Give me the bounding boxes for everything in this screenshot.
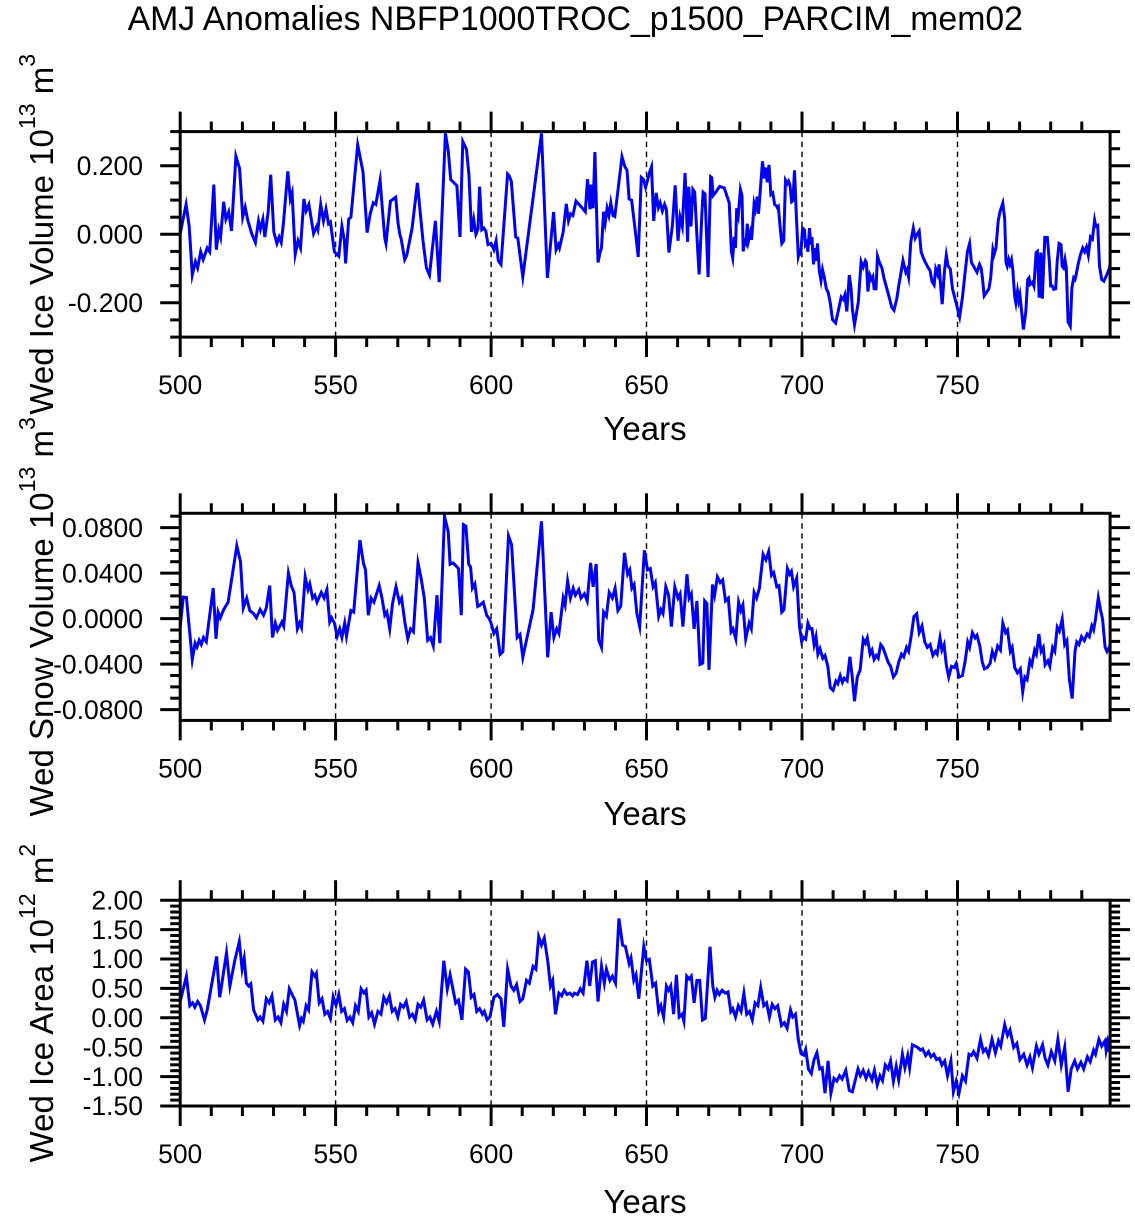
svg-text:550: 550 <box>313 753 357 783</box>
svg-text:550: 550 <box>313 370 357 400</box>
svg-text:600: 600 <box>469 753 513 783</box>
svg-text:0.50: 0.50 <box>91 974 143 1004</box>
svg-text:-0.0800: -0.0800 <box>53 695 143 725</box>
svg-text:700: 700 <box>780 370 824 400</box>
svg-text:-0.0400: -0.0400 <box>53 649 143 679</box>
svg-text:Years: Years <box>603 1183 686 1217</box>
svg-text:650: 650 <box>624 370 668 400</box>
svg-text:650: 650 <box>624 1139 668 1169</box>
svg-text:550: 550 <box>313 1139 357 1169</box>
svg-text:-1.00: -1.00 <box>83 1062 143 1092</box>
svg-text:500: 500 <box>158 370 202 400</box>
svg-text:-1.50: -1.50 <box>83 1091 143 1121</box>
svg-text:600: 600 <box>469 1139 513 1169</box>
svg-text:-0.200: -0.200 <box>68 288 143 318</box>
svg-text:750: 750 <box>935 753 979 783</box>
svg-text:1.50: 1.50 <box>91 915 143 945</box>
svg-text:Years: Years <box>603 795 686 832</box>
svg-text:AMJ Anomalies NBFP1000TROC_p15: AMJ Anomalies NBFP1000TROC_p1500_PARCIM_… <box>128 0 1023 38</box>
svg-text:2.00: 2.00 <box>91 885 143 915</box>
svg-text:750: 750 <box>935 1139 979 1169</box>
svg-text:-0.50: -0.50 <box>83 1032 143 1062</box>
svg-text:500: 500 <box>158 753 202 783</box>
svg-text:0.200: 0.200 <box>77 151 143 181</box>
svg-text:750: 750 <box>935 370 979 400</box>
svg-text:500: 500 <box>158 1139 202 1169</box>
svg-text:0.0400: 0.0400 <box>62 558 143 588</box>
svg-text:650: 650 <box>624 753 668 783</box>
svg-text:Years: Years <box>603 410 686 447</box>
svg-text:0.000: 0.000 <box>77 220 143 250</box>
svg-text:0.0000: 0.0000 <box>62 604 143 634</box>
svg-text:600: 600 <box>469 370 513 400</box>
svg-text:700: 700 <box>780 753 824 783</box>
svg-text:0.00: 0.00 <box>91 1003 143 1033</box>
svg-text:700: 700 <box>780 1139 824 1169</box>
svg-text:1.00: 1.00 <box>91 944 143 974</box>
svg-text:0.0800: 0.0800 <box>62 513 143 543</box>
